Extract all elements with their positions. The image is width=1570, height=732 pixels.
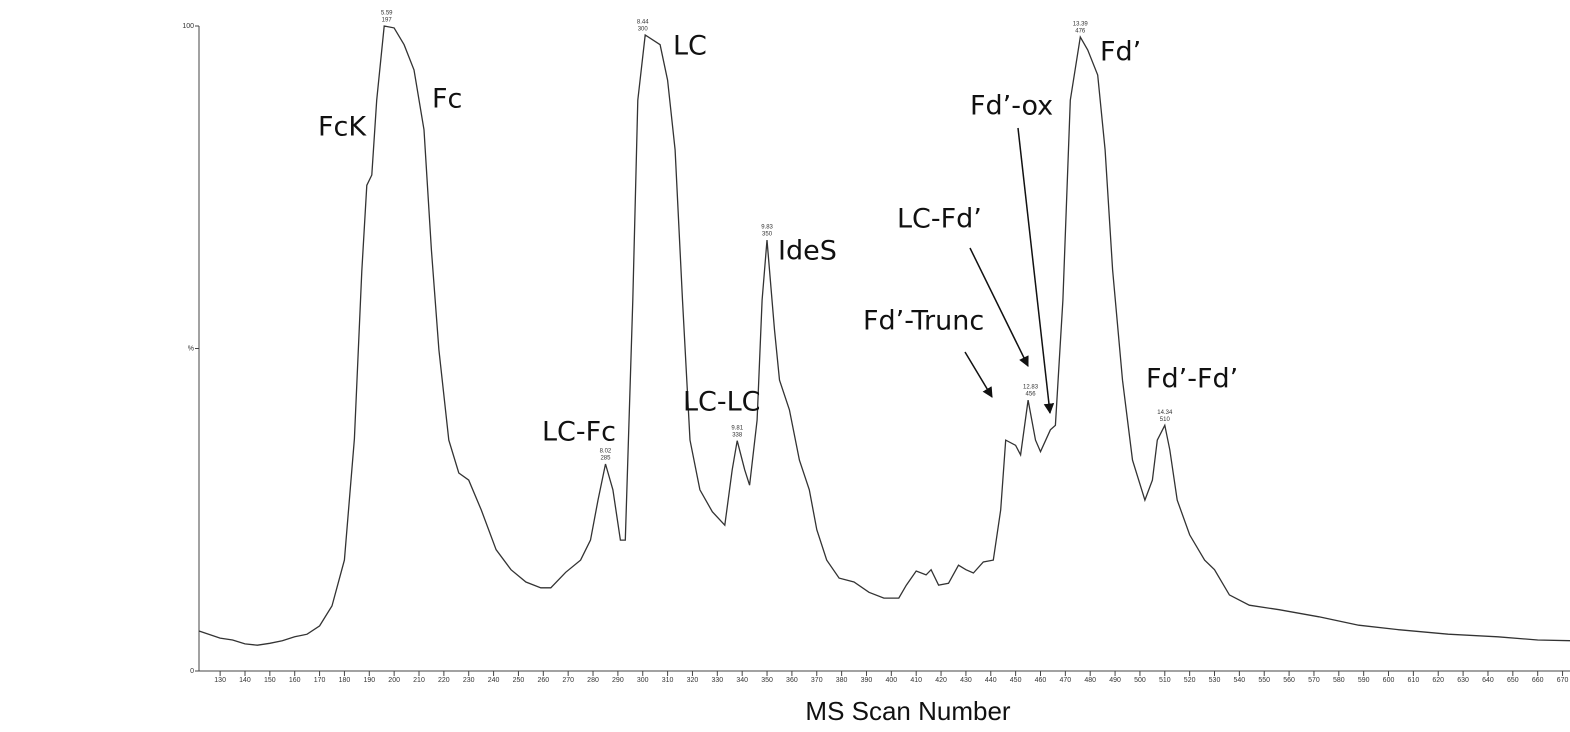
annotation: Fd’-Trunc bbox=[863, 306, 984, 337]
x-tick-label: 510 bbox=[1159, 677, 1171, 684]
peak-scan: 338 bbox=[732, 432, 743, 438]
x-tick-label: 430 bbox=[960, 677, 972, 684]
y-tick-label: 100 bbox=[182, 23, 194, 30]
x-tick-label: 320 bbox=[687, 677, 699, 684]
x-tick-label: 360 bbox=[786, 677, 798, 684]
x-tick-label: 250 bbox=[513, 677, 525, 684]
x-tick-label: 600 bbox=[1383, 677, 1395, 684]
x-tick-label: 470 bbox=[1060, 677, 1072, 684]
annotation: LC-Fd’ bbox=[897, 204, 982, 235]
x-tick-label: 130 bbox=[214, 677, 226, 684]
x-tick-label: 670 bbox=[1557, 677, 1569, 684]
x-tick-label: 340 bbox=[736, 677, 748, 684]
x-tick-label: 290 bbox=[612, 677, 624, 684]
x-tick-label: 230 bbox=[463, 677, 475, 684]
x-tick-label: 180 bbox=[339, 677, 351, 684]
peak-rt: 9.81 bbox=[731, 425, 743, 431]
peak-rt: 9.83 bbox=[761, 225, 773, 231]
x-tick-label: 650 bbox=[1507, 677, 1519, 684]
x-tick-label: 660 bbox=[1532, 677, 1544, 684]
peak-scan: 197 bbox=[382, 18, 393, 24]
x-tick-label: 570 bbox=[1308, 677, 1320, 684]
peak-rt: 13.39 bbox=[1073, 22, 1089, 28]
trace bbox=[198, 25, 1570, 646]
annotation: IdeS bbox=[778, 236, 837, 267]
x-tick-label: 350 bbox=[761, 677, 773, 684]
x-tick-label: 420 bbox=[935, 677, 947, 684]
peak-rt: 8.02 bbox=[600, 449, 612, 455]
x-tick-label: 190 bbox=[363, 677, 375, 684]
peak-rt: 14.34 bbox=[1157, 410, 1173, 416]
x-tick-label: 280 bbox=[587, 677, 599, 684]
x-tick-label: 260 bbox=[537, 677, 549, 684]
x-tick-label: 560 bbox=[1283, 677, 1295, 684]
x-tick-label: 390 bbox=[861, 677, 873, 684]
arrow bbox=[1017, 127, 1055, 415]
peak-scan: 350 bbox=[762, 232, 773, 238]
peak-scan: 510 bbox=[1160, 417, 1171, 423]
x-tick-label: 610 bbox=[1408, 677, 1420, 684]
x-tick-label: 620 bbox=[1432, 677, 1444, 684]
x-tick-label: 370 bbox=[811, 677, 823, 684]
x-tick-label: 220 bbox=[438, 677, 450, 684]
x-tick-label: 400 bbox=[885, 677, 897, 684]
x-tick-label: 270 bbox=[562, 677, 574, 684]
x-tick-label: 150 bbox=[264, 677, 276, 684]
x-tick-label: 140 bbox=[239, 677, 251, 684]
y-tick-label: % bbox=[188, 345, 194, 352]
x-tick-label: 630 bbox=[1457, 677, 1469, 684]
peak-rt: 5.59 bbox=[381, 11, 393, 17]
annotation: LC-LC bbox=[683, 387, 761, 418]
x-tick-label: 210 bbox=[413, 677, 425, 684]
peak-rt: 12.83 bbox=[1023, 385, 1039, 391]
x-tick-label: 590 bbox=[1358, 677, 1370, 684]
x-tick-label: 330 bbox=[711, 677, 723, 684]
annotation: LC bbox=[673, 31, 707, 62]
x-tick-label: 530 bbox=[1209, 677, 1221, 684]
x-tick-label: 240 bbox=[488, 677, 500, 684]
x-tick-label: 580 bbox=[1333, 677, 1345, 684]
peak-scan: 300 bbox=[638, 27, 649, 33]
x-tick-label: 480 bbox=[1084, 677, 1096, 684]
x-tick-label: 520 bbox=[1184, 677, 1196, 684]
peak-scan: 476 bbox=[1075, 29, 1086, 35]
annotation: FcK bbox=[318, 112, 367, 143]
peak-scan: 456 bbox=[1026, 392, 1037, 398]
x-tick-label: 160 bbox=[289, 677, 301, 684]
x-tick-label: 300 bbox=[637, 677, 649, 684]
annotation: Fc bbox=[432, 84, 462, 115]
x-tick-label: 460 bbox=[1035, 677, 1047, 684]
annotation: LC-Fc bbox=[542, 417, 616, 448]
x-tick-label: 500 bbox=[1134, 677, 1146, 684]
peak-rt: 8.44 bbox=[637, 20, 649, 26]
x-tick-label: 450 bbox=[1010, 677, 1022, 684]
x-tick-label: 440 bbox=[985, 677, 997, 684]
x-tick-label: 490 bbox=[1109, 677, 1121, 684]
x-tick-label: 200 bbox=[388, 677, 400, 684]
annotation: Fd’-Fd’ bbox=[1146, 364, 1238, 395]
peak-scan: 285 bbox=[600, 456, 611, 462]
annotation: Fd’-ox bbox=[970, 91, 1053, 122]
x-tick-label: 410 bbox=[910, 677, 922, 684]
x-tick-label: 170 bbox=[314, 677, 326, 684]
y-tick-label: 0 bbox=[190, 668, 194, 675]
x-tick-label: 550 bbox=[1258, 677, 1270, 684]
x-tick-label: 310 bbox=[662, 677, 674, 684]
x-axis-label: MS Scan Number bbox=[805, 696, 1011, 726]
arrow bbox=[969, 247, 1029, 367]
x-tick-label: 540 bbox=[1234, 677, 1246, 684]
x-tick-label: 640 bbox=[1482, 677, 1494, 684]
x-tick-label: 380 bbox=[836, 677, 848, 684]
arrow bbox=[964, 351, 993, 398]
annotation: Fd’ bbox=[1100, 37, 1141, 68]
